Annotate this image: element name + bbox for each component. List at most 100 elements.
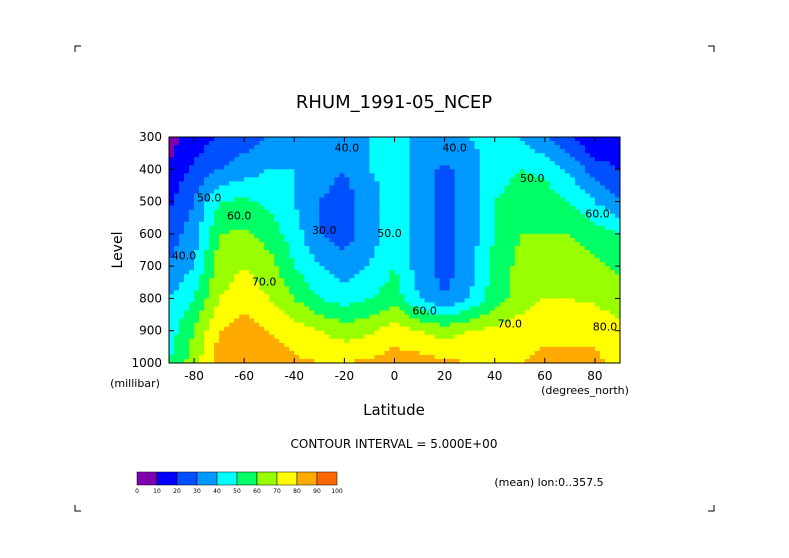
heatmap-cell [269,161,275,166]
heatmap-cell [479,270,486,275]
heatmap-cell [229,197,235,202]
heatmap-cell [259,177,265,182]
heatmap-cell [509,165,516,170]
heatmap-cell [604,233,611,239]
heatmap-cell [479,197,486,202]
heatmap-cell [599,314,606,320]
heatmap-cell [529,294,536,299]
heatmap-cell [434,197,440,202]
heatmap-cell [419,314,425,320]
heatmap-cell [234,346,240,352]
heatmap-cell [384,250,390,255]
heatmap-cell [394,358,400,363]
heatmap-cell [509,161,516,166]
heatmap-cell [604,314,611,320]
heatmap-cell [299,354,305,360]
heatmap-cell [579,294,586,299]
heatmap-cell [274,262,280,267]
heatmap-cell [409,346,415,352]
heatmap-cell [229,346,235,352]
heatmap-cell [544,157,551,162]
heatmap-cell [424,217,430,223]
heatmap-cell [509,141,516,146]
heatmap-cell [189,181,195,186]
heatmap-cell [244,197,250,202]
heatmap-cell [424,193,430,198]
heatmap-cell [309,165,315,170]
heatmap-cell [609,185,616,190]
heatmap-cell [289,254,295,259]
heatmap-cell [219,354,225,360]
heatmap-cell [529,258,536,263]
heatmap-cell [184,201,190,207]
heatmap-cell [204,157,210,162]
heatmap-cell [544,258,551,263]
heatmap-cell [339,326,345,332]
heatmap-cell [394,322,400,328]
heatmap-cell [394,229,400,235]
heatmap-cell [249,177,255,182]
heatmap-cell [184,229,190,235]
heatmap-cell [569,342,576,348]
heatmap-cell [244,354,250,360]
heatmap-cell [204,290,210,295]
heatmap-cell [559,157,566,162]
heatmap-cell [284,334,290,340]
heatmap-cell [609,310,616,315]
heatmap-cell [344,282,350,287]
heatmap-cell [214,153,220,158]
heatmap-cell [574,189,581,194]
heatmap-cell [419,262,425,267]
heatmap-cell [264,350,270,356]
heatmap-cell [394,266,400,271]
heatmap-cell [309,157,315,162]
heatmap-cell [464,322,471,328]
heatmap-cell [519,326,526,332]
heatmap-cell [529,153,536,158]
heatmap-cell [544,245,551,251]
heatmap-cell [449,278,456,283]
heatmap-cell [514,141,521,146]
heatmap-cell [394,153,400,158]
heatmap-cell [579,205,586,211]
heatmap-cell [314,217,320,223]
heatmap-cell [204,282,210,287]
heatmap-cell [504,205,511,211]
heatmap-cell [399,266,405,271]
heatmap-cell [354,278,360,283]
heatmap-cell [219,193,225,198]
heatmap-cell [249,326,255,332]
heatmap-cell [459,250,466,255]
heatmap-cell [364,338,370,344]
heatmap-cell [604,245,611,251]
heatmap-cell [399,225,405,231]
heatmap-cell [609,233,616,239]
heatmap-cell [349,290,355,295]
heatmap-cell [209,274,215,279]
heatmap-cell [229,354,235,360]
heatmap-cell [394,205,400,211]
heatmap-cell [304,282,310,287]
heatmap-cell [544,169,551,174]
heatmap-cell [404,165,410,170]
heatmap-cell [604,258,611,263]
heatmap-cell [219,205,225,211]
heatmap-cell [354,217,360,223]
heatmap-cell [234,350,240,356]
heatmap-cell [479,298,486,303]
heatmap-cell [369,266,375,271]
heatmap-cell [304,258,310,263]
heatmap-cell [369,318,375,324]
heatmap-cell [449,221,456,227]
heatmap-cell [314,262,320,267]
heatmap-cell [184,185,190,190]
heatmap-cell [179,286,185,291]
heatmap-cell [209,221,215,227]
heatmap-cell [384,177,390,182]
heatmap-cell [539,145,546,150]
heatmap-cell [474,141,481,146]
heatmap-cell [454,346,461,352]
heatmap-cell [564,213,571,219]
heatmap-cell [429,262,435,267]
